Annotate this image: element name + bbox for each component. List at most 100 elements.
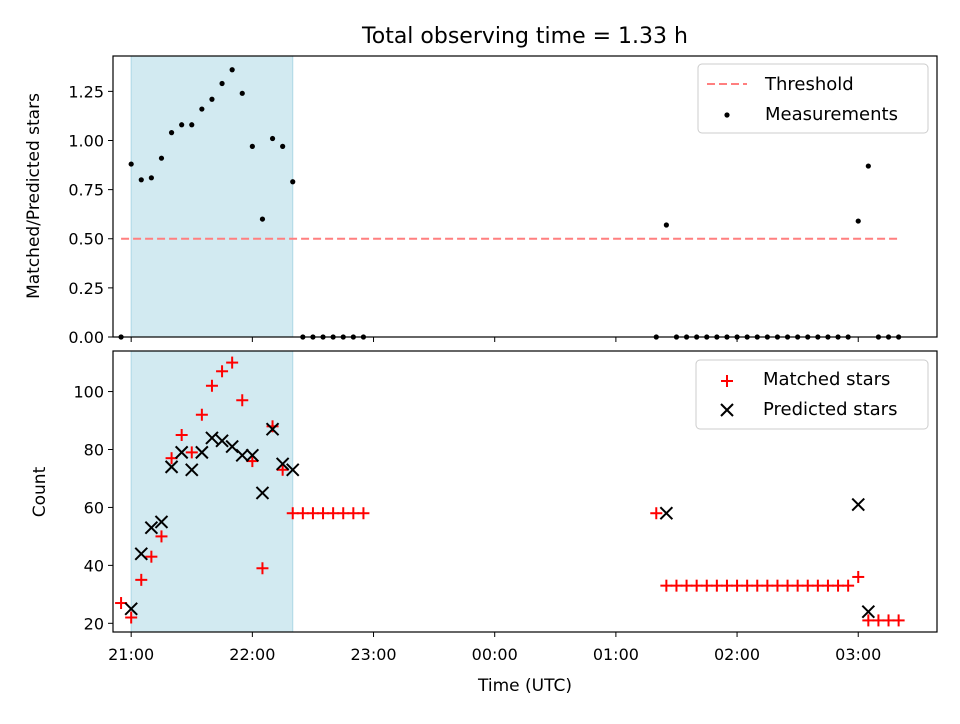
matched-star-point [276,463,289,476]
legend-matched-label: Matched stars [763,369,890,390]
measurement-point [138,177,144,183]
measurement-point [280,143,286,149]
matched-star-point [145,550,158,563]
y-tick-label-bottom: 60 [84,498,104,517]
legend-predicted-swatch [720,403,734,417]
matched-star-point [670,579,683,592]
y-tick-label-bottom: 20 [84,614,104,633]
legend-threshold-label: Threshold [764,74,854,95]
predicted-star-point [851,497,865,512]
predicted-star-point [235,448,249,462]
measurement-point [219,80,225,87]
y-tick-label-top: 0.25 [68,279,104,298]
matched-star-point [710,579,723,592]
predicted-star-point [265,422,280,436]
shaded-interval-top [130,55,294,338]
predicted-star-point [185,463,199,477]
measurement-point [249,143,255,149]
y-tick-label-top: 1.25 [68,82,104,101]
y-tick-label-top: 1.00 [68,131,104,150]
matched-star-point [135,573,148,586]
measurement-point [199,106,205,112]
legend-matched-swatch [721,375,733,387]
measurement-point [290,179,296,185]
matched-star-point [741,579,754,592]
matched-star-point [771,579,784,592]
predicted-star-point [255,486,270,500]
predicted-star-point [286,463,300,477]
matched-star-point [761,579,774,592]
x-tick-label: 03:00 [835,645,881,664]
y-tick-label-bottom: 80 [84,440,104,459]
x-axis-label: Time (UTC) [477,676,572,696]
predicted-star-point [134,547,148,561]
y-axis-label-bottom: Count [30,466,50,517]
panel-top: 0.00 0.25 0.50 0.75 1.00 1.25 Matched/Predict… [24,55,938,347]
panel-bottom: 20 40 60 80 100 21:00 22:00 23:00 00:00 01:00 02:… [30,350,938,696]
x-tick-label: 21:00 [108,645,154,664]
legend-top: Threshold Measurements [697,63,929,134]
legend-measurements-label: Measurements [765,104,898,125]
measurement-point [865,163,871,169]
measurement-point [158,155,165,161]
matched-star-point [306,507,319,520]
matched-star-point [892,614,905,627]
matched-star-point [357,507,370,520]
predicted-star-point [124,602,138,616]
legend-predicted-label: Predicted stars [763,399,897,420]
matched-star-point [801,579,814,592]
predicted-star-point [659,506,674,520]
measurement-point [259,216,266,222]
matched-star-point [226,356,239,369]
x-tick-label: 01:00 [593,645,639,664]
chart-title: Total observing time = 1.33 h [361,24,688,49]
matched-star-point [185,446,198,459]
matched-star-point [286,507,299,520]
matched-star-point [660,579,673,592]
axes-frame-bottom [112,350,938,633]
matched-star-point [832,579,845,592]
matched-star-point [195,408,208,421]
measurement-point [168,130,175,136]
matched-star-point [205,379,218,392]
matched-star-point [650,507,663,520]
matched-star-point [327,507,340,520]
matched-star-point [125,611,138,624]
matched-star-point [256,562,269,575]
predicted-star-point [154,515,169,529]
predicted-star-point [174,445,189,460]
predicted-star-point [164,460,179,474]
y-tick-label-top: 0.75 [68,181,104,200]
measurement-point [128,161,134,167]
matched-star-point [347,507,360,520]
matched-star-point [680,579,693,592]
legend-bottom: Matched stars Predicted stars [695,359,929,430]
measurement-point [229,67,235,73]
axes-frame-top [112,55,938,338]
matched-star-point [852,570,865,583]
y-tick-label-bottom: 100 [73,383,104,402]
matched-star-point [872,614,885,627]
x-tick-label: 02:00 [714,645,760,664]
matched-star-point [155,530,168,543]
measurement-point [179,122,185,128]
matched-star-point [811,579,824,592]
legend-box-top [697,63,929,134]
x-tick-label: 23:00 [350,645,396,664]
matched-star-point [216,365,229,378]
matched-star-point [862,614,875,627]
matched-star-point [317,507,330,520]
predicted-star-point [144,521,159,535]
y-tick-label-bottom: 40 [84,556,104,575]
matched-star-point [731,579,744,592]
matched-star-point [690,579,703,592]
matched-star-point [781,579,794,592]
matched-star-point [175,429,188,442]
measurement-point [239,90,245,96]
matched-star-point [882,614,895,627]
legend-measurements-swatch [724,112,730,118]
predicted-star-point [215,434,229,448]
measurement-point [855,218,861,224]
matched-star-point [700,579,713,592]
